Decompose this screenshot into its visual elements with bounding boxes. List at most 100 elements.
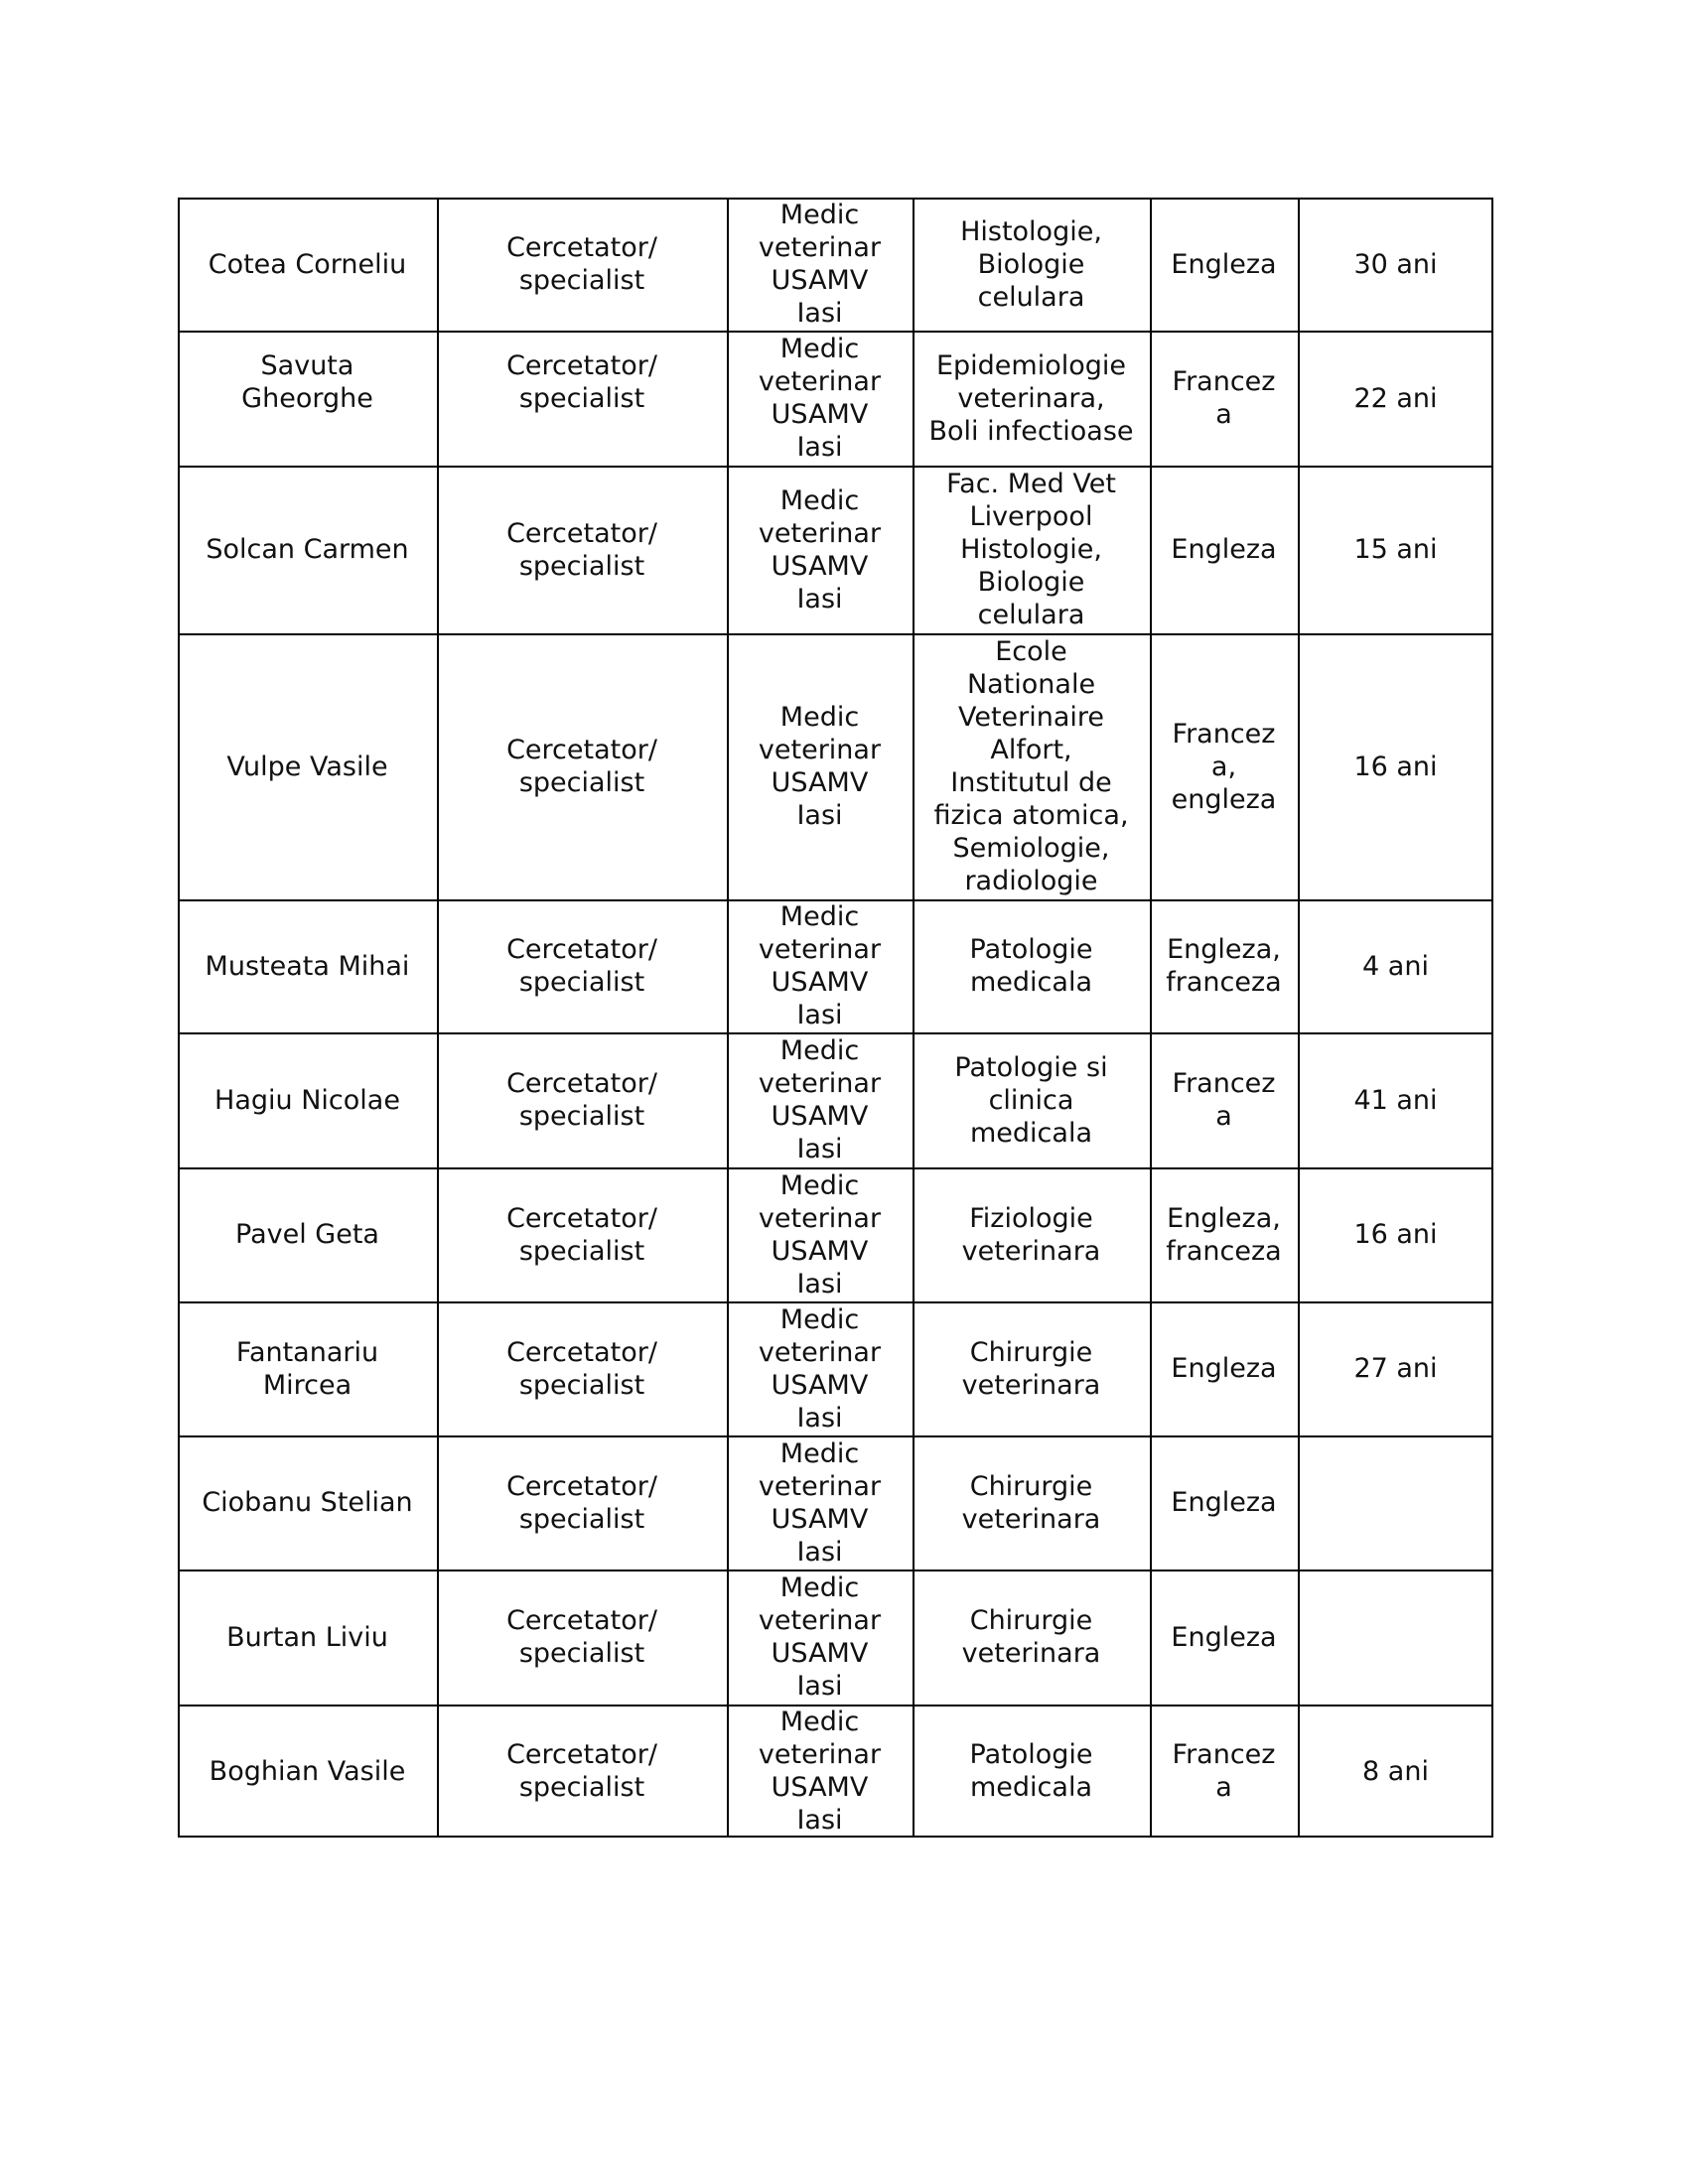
cell-text-line: Patologie <box>969 1739 1093 1770</box>
cell-name: Boghian Vasile <box>178 1705 439 1838</box>
cell-text-line: 30 ani <box>1353 248 1438 280</box>
cell-text-line: Chirurgie <box>969 1605 1093 1636</box>
cell-qualification: Medic veterinar USAMV Iasi <box>727 331 914 468</box>
cell-text-line: Cotea Corneliu <box>208 248 407 280</box>
cell-text-line: medicala <box>970 967 1092 998</box>
cell-languages: Engleza <box>1150 198 1300 333</box>
cell-text-line: veterinar <box>758 1739 882 1770</box>
cell-text-line: engleza <box>1171 783 1277 815</box>
cell-text-line: Semiologie, <box>952 833 1110 864</box>
cell-name: Fantanariu Mircea <box>178 1301 439 1437</box>
cell-text-line: Iasi <box>796 1000 843 1030</box>
cell-languages: Engleza, franceza <box>1150 1167 1300 1303</box>
cell-qualification: Medic veterinar USAMV Iasi <box>727 1705 914 1838</box>
cell-text-line: Fantanariu <box>235 1336 379 1368</box>
cell-languages: Engleza <box>1150 466 1300 635</box>
cell-text-line: veterinar <box>758 366 882 397</box>
cell-text-line: Biologie <box>977 567 1085 598</box>
cell-text-line: Fiziologie <box>969 1202 1093 1234</box>
cell-qualification: Medic veterinar USAMV Iasi <box>727 1301 914 1437</box>
cell-languages: Francez a, engleza <box>1150 633 1300 901</box>
cell-languages: Engleza <box>1150 1301 1300 1437</box>
cell-name: Hagiu Nicolae <box>178 1032 439 1169</box>
cell-text-line: specialist <box>518 1503 645 1535</box>
cell-text-line: veterinar <box>758 735 882 765</box>
cell-text-line: Francez <box>1172 718 1276 750</box>
cell-text-line: Engleza <box>1171 534 1277 565</box>
cell-name: Savuta Gheorghe <box>178 331 439 468</box>
cell-text-line: Iasi <box>796 1268 843 1299</box>
cell-text-line: Engleza <box>1171 248 1277 280</box>
cell-text-line: veterinar <box>758 934 882 965</box>
cell-specialization: Patologie medicala <box>913 1705 1152 1838</box>
cell-text-line: medicala <box>970 1772 1092 1803</box>
cell-text-line: veterinara <box>961 1235 1101 1267</box>
cell-languages: Francez a <box>1150 1032 1300 1169</box>
cell-text-line: veterinar <box>758 517 882 549</box>
cell-text-line: Chirurgie <box>969 1470 1093 1502</box>
cell-text-line: 4 ani <box>1362 950 1429 982</box>
cell-text-line: Medic <box>779 1169 860 1201</box>
cell-text-line: specialist <box>518 382 645 414</box>
cell-text-line: Cercetator/ <box>506 517 657 549</box>
cell-name: Musteata Mihai <box>178 899 439 1034</box>
cell-languages: Engleza <box>1150 1435 1300 1571</box>
cell-text-line: veterinara <box>961 1638 1101 1669</box>
cell-text-line: Vulpe Vasile <box>226 751 388 782</box>
cell-text-line: Patologie <box>969 934 1093 965</box>
cell-text-line: Cercetator/ <box>506 232 657 263</box>
cell-qualification: Medic veterinar USAMV Iasi <box>727 899 914 1034</box>
cell-specialization: Chirurgie veterinara <box>913 1301 1152 1437</box>
cell-text-line: Medic <box>779 1303 860 1335</box>
cell-text-line: USAMV <box>771 967 869 998</box>
cell-name: Pavel Geta <box>178 1167 439 1303</box>
cell-languages: Francez a <box>1150 331 1300 468</box>
cell-position: Cercetator/specialist <box>437 466 729 635</box>
cell-text-line: a, <box>1210 751 1237 782</box>
cell-text-line: Pavel Geta <box>235 1219 379 1250</box>
cell-text-line: specialist <box>518 1235 645 1267</box>
cell-text-line: specialist <box>518 1638 645 1669</box>
cell-specialization: Epidemiologie veterinara, Boli infectioase <box>913 331 1152 468</box>
cell-position: Cercetator/specialist <box>437 1705 729 1838</box>
cell-text-line: 41 ani <box>1353 1084 1438 1116</box>
cell-specialization: Chirurgie veterinara <box>913 1570 1152 1706</box>
cell-text-line: Mircea <box>262 1369 352 1401</box>
cell-text-line: Boghian Vasile <box>209 1755 406 1787</box>
cell-text-line: Medic <box>779 702 860 733</box>
cell-qualification: Medic veterinar USAMV Iasi <box>727 198 914 333</box>
cell-text-line: Engleza, <box>1167 1202 1281 1234</box>
cell-position: Cercetator/specialist <box>437 899 729 1034</box>
cell-name: Ciobanu Stelian <box>178 1435 439 1571</box>
cell-specialization: Fiziologie veterinara <box>913 1167 1152 1303</box>
cell-text-line: a <box>1215 1101 1232 1132</box>
cell-languages: Engleza, franceza <box>1150 899 1300 1034</box>
cell-specialization: Histologie, Biologie celulara <box>913 198 1152 333</box>
cell-text-line: Nationale <box>966 669 1096 700</box>
cell-text-line: Engleza <box>1171 1487 1277 1518</box>
cell-position: Cercetator/specialist <box>437 633 729 901</box>
cell-text-line: Francez <box>1172 366 1276 397</box>
cell-position: Cercetator/specialist <box>437 331 729 468</box>
cell-text-line: USAMV <box>771 1772 869 1803</box>
cell-qualification: Medic veterinar USAMV Iasi <box>727 466 914 635</box>
cell-text-line: Fac. Med Vet <box>946 469 1116 499</box>
cell-text-line: medicala <box>970 1117 1092 1149</box>
cell-text-line: Cercetator/ <box>506 934 657 965</box>
cell-text-line <box>1391 1486 1400 1519</box>
cell-specialization: Chirurgie veterinara <box>913 1435 1152 1571</box>
cell-text-line: veterinar <box>758 232 882 263</box>
cell-text-line: Francez <box>1172 1739 1276 1770</box>
cell-text-line: Iasi <box>796 298 843 329</box>
cell-experience <box>1298 1570 1493 1706</box>
cell-text-line: specialist <box>518 1772 645 1803</box>
cell-text-line: USAMV <box>771 550 869 582</box>
cell-text-line: Cercetator/ <box>506 735 657 765</box>
cell-text-line: veterinar <box>758 1202 882 1234</box>
cell-text-line: 15 ani <box>1353 534 1438 565</box>
cell-text-line: Boli infectioase <box>928 415 1134 447</box>
cell-text-line: specialist <box>518 767 645 798</box>
cell-text-line: Iasi <box>796 1536 843 1568</box>
cell-text-line: 27 ani <box>1353 1353 1438 1384</box>
cell-specialization: Patologie si clinica medicala <box>913 1032 1152 1169</box>
